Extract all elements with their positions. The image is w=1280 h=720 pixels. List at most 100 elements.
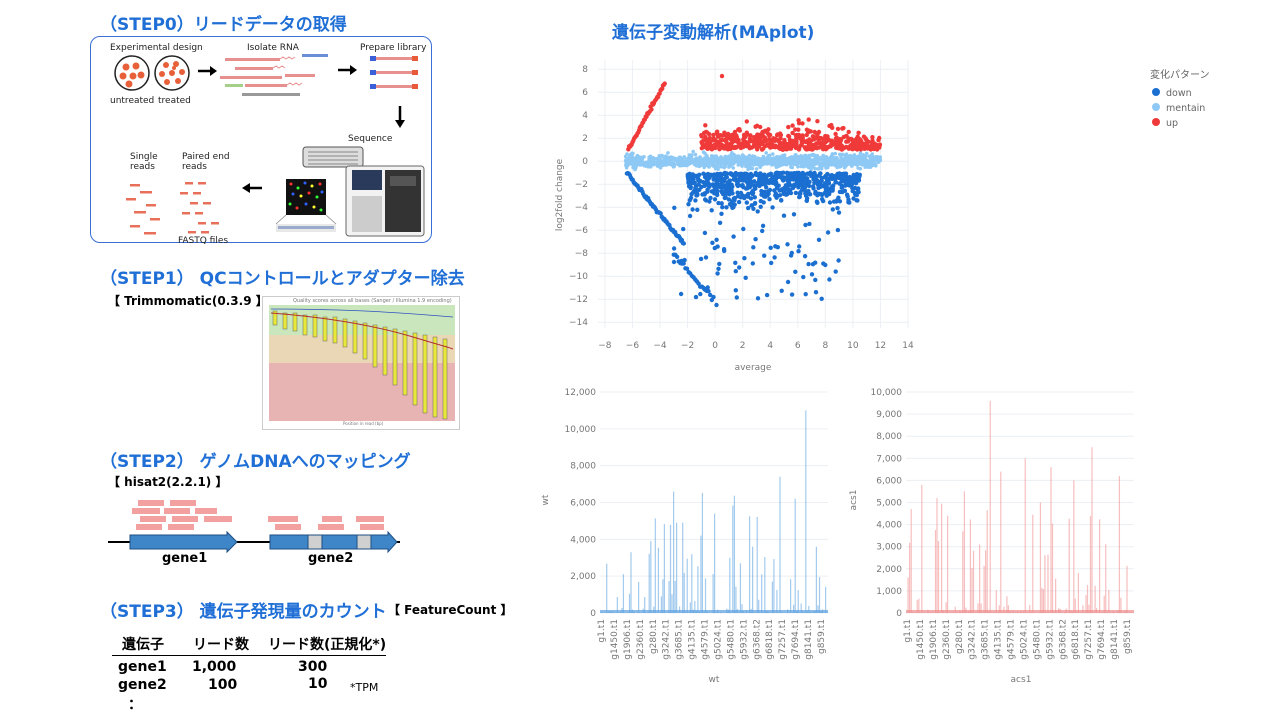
maplot-point	[870, 135, 875, 140]
maplot-point	[869, 140, 874, 145]
maplot-point	[790, 183, 796, 189]
bar	[916, 600, 918, 613]
maplot-ytick: −4	[575, 203, 589, 213]
maplot-point	[877, 135, 882, 141]
maplot-point	[859, 143, 864, 148]
maplot-point	[856, 130, 861, 135]
maplot-point	[701, 144, 706, 149]
maplot-point	[687, 176, 693, 182]
legend-item-mentain: mentain	[1152, 101, 1205, 116]
maplot-point	[706, 289, 711, 294]
maplot-point	[785, 187, 790, 192]
untreated-dish-icon	[114, 55, 150, 91]
maplot-point	[851, 196, 856, 201]
maplot-point	[723, 164, 727, 169]
bar	[980, 603, 982, 613]
table-header-normalized: リード数(正規化*)	[268, 637, 387, 653]
maplot-point	[750, 173, 755, 179]
maplot-point	[864, 151, 869, 156]
maplot-point	[797, 244, 802, 249]
maplot-point	[734, 295, 739, 300]
maplot-point	[804, 163, 808, 168]
maplot-point	[701, 171, 706, 176]
maplot-point	[863, 155, 867, 160]
maplot-point	[837, 189, 843, 195]
maplot-point	[835, 156, 839, 161]
maplot-point	[723, 195, 728, 200]
maplot-point	[658, 165, 663, 170]
maplot-point	[755, 296, 761, 301]
maplot-point	[713, 174, 719, 179]
maplot-point	[623, 154, 628, 159]
maplot-point	[865, 146, 870, 151]
maplot-xtick: 0	[712, 341, 718, 351]
single-reads-cluster	[126, 184, 160, 235]
bar	[986, 510, 988, 613]
maplot-point	[719, 73, 725, 79]
maplot-point	[804, 132, 809, 138]
bar	[1103, 595, 1105, 613]
maplot-point	[858, 158, 862, 163]
maplot-point	[693, 198, 698, 203]
prepare-library-label: Prepare library	[360, 43, 427, 53]
bar	[697, 566, 699, 613]
maplot-point	[825, 136, 830, 141]
maplot-point	[678, 155, 683, 160]
bar	[694, 601, 696, 613]
maplot-point	[713, 145, 718, 151]
bar	[808, 605, 810, 613]
maplot-point	[805, 144, 811, 149]
bar-ytick: 2,000	[570, 572, 596, 582]
legend-item-down: down	[1152, 86, 1205, 101]
bar	[1003, 606, 1005, 613]
maplot-point	[829, 139, 834, 144]
maplot-point	[797, 194, 802, 200]
maplot-point	[696, 157, 701, 162]
bar-xtick: g5024.t1	[1019, 619, 1029, 660]
bar	[1042, 589, 1045, 613]
bar	[977, 603, 979, 613]
bar	[668, 581, 670, 613]
maplot-point	[649, 107, 654, 112]
gene1-arrow-icon	[129, 530, 238, 554]
maplot-point	[784, 147, 789, 152]
bar-xtick: g8141.t1	[1110, 619, 1120, 660]
maplot-point	[758, 204, 763, 209]
maplot-point	[691, 189, 696, 195]
bar	[1074, 598, 1076, 613]
maplot-point	[761, 200, 766, 205]
bar-xtick: g3242.t1	[968, 619, 978, 660]
maplot-point	[787, 142, 792, 147]
maplot-point	[763, 194, 768, 199]
bar	[936, 498, 938, 613]
mapped-reads-gene2	[268, 516, 384, 530]
step2-tool: 【 hisat2(2.2.1) 】	[108, 475, 228, 489]
maplot-point	[788, 253, 794, 258]
bar	[790, 579, 792, 613]
maplot-point	[750, 166, 755, 171]
library-fragments	[370, 56, 418, 89]
maplot-point	[857, 172, 862, 177]
maplot-point	[691, 149, 695, 154]
maplot-point	[672, 205, 677, 210]
maplot-point	[732, 129, 738, 135]
bar	[1094, 585, 1096, 613]
bar	[983, 565, 985, 613]
maplot-point	[755, 140, 760, 146]
maplot-point	[809, 167, 813, 172]
maplot-point	[727, 165, 731, 169]
maplot-point	[850, 188, 855, 194]
bar	[995, 590, 997, 613]
maplot-point	[824, 176, 829, 181]
bar-ytick: 12,000	[565, 388, 597, 398]
bar	[794, 498, 796, 613]
maplot-point	[752, 179, 757, 184]
maplot-point	[851, 159, 855, 163]
maplot-point	[815, 119, 820, 124]
legend-dot-up-icon	[1152, 118, 1160, 126]
maplot-point	[687, 171, 692, 177]
maplot-point	[841, 134, 846, 140]
maplot-ytick: −12	[569, 295, 588, 305]
arrow-right-icon	[198, 66, 217, 76]
maplot-point	[731, 166, 736, 170]
